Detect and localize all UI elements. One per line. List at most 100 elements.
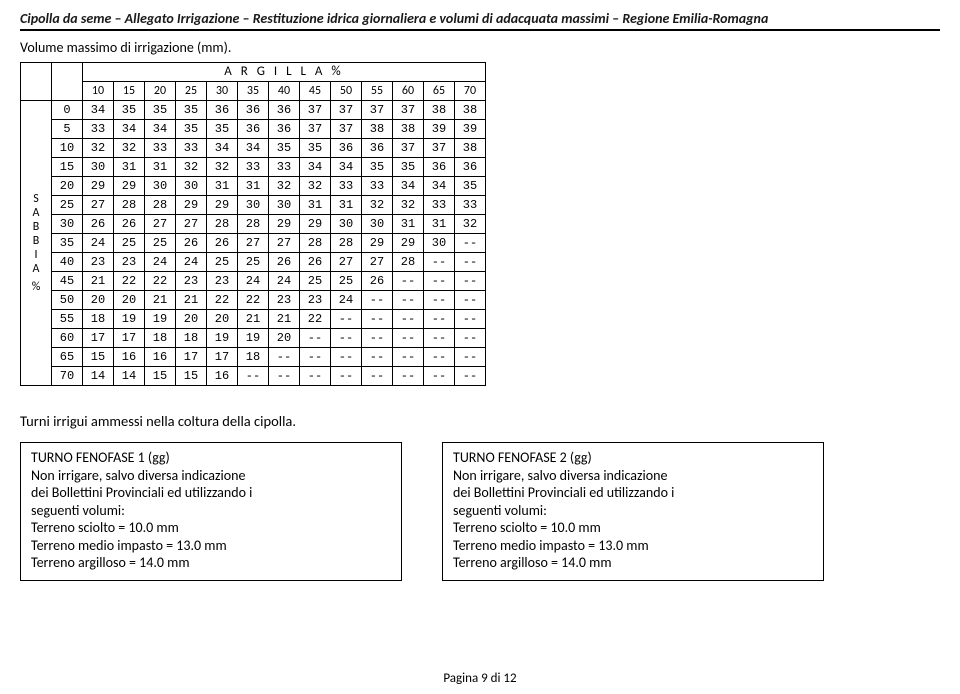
table-cell: 32 — [362, 196, 393, 215]
table-cell: 29 — [269, 215, 300, 234]
box2-line: TURNO FENOFASE 2 (gg) — [453, 449, 813, 467]
table-cell: 33 — [362, 177, 393, 196]
table-cell: -- — [455, 253, 486, 272]
table-cell: 38 — [424, 101, 455, 120]
table-cell: 24 — [331, 291, 362, 310]
table-cell: 31 — [114, 158, 145, 177]
row-header: 65 — [52, 348, 83, 367]
row-header: 70 — [52, 367, 83, 386]
table-cell: -- — [455, 348, 486, 367]
table-cell: 26 — [269, 253, 300, 272]
table-cell: 28 — [207, 215, 238, 234]
table-cell: 37 — [300, 101, 331, 120]
table-cell: 18 — [176, 329, 207, 348]
table-cell: 38 — [393, 120, 424, 139]
table-cell: 15 — [83, 348, 114, 367]
table-cell: 34 — [300, 158, 331, 177]
table-cell: 32 — [207, 158, 238, 177]
table-cell: 28 — [238, 215, 269, 234]
table-cell: -- — [424, 291, 455, 310]
table-cell: 37 — [393, 139, 424, 158]
row-header: 0 — [52, 101, 83, 120]
table-cell: 19 — [238, 329, 269, 348]
table-cell: 15 — [176, 367, 207, 386]
table-cell: 36 — [269, 101, 300, 120]
table-cell: 14 — [114, 367, 145, 386]
table-cell: 30 — [83, 158, 114, 177]
table-cell: 29 — [114, 177, 145, 196]
page-footer: Pagina 9 di 12 — [0, 671, 960, 686]
table-cell: -- — [331, 329, 362, 348]
table-cell: 36 — [238, 101, 269, 120]
table-cell: 33 — [83, 120, 114, 139]
row-header: 10 — [52, 139, 83, 158]
table-cell: 27 — [362, 253, 393, 272]
table-cell: 30 — [424, 234, 455, 253]
table-cell: 32 — [300, 177, 331, 196]
table-cell: 22 — [238, 291, 269, 310]
table-cell: 26 — [114, 215, 145, 234]
table-cell: 30 — [238, 196, 269, 215]
col-header: 40 — [269, 82, 300, 101]
table-cell: 16 — [145, 348, 176, 367]
row-header: 30 — [52, 215, 83, 234]
table-cell: -- — [424, 329, 455, 348]
table-cell: 23 — [114, 253, 145, 272]
table-cell: 29 — [393, 234, 424, 253]
table-cell: 21 — [238, 310, 269, 329]
table-cell: 21 — [176, 291, 207, 310]
row-header: 15 — [52, 158, 83, 177]
row-header: 25 — [52, 196, 83, 215]
table-cell: 19 — [207, 329, 238, 348]
box2-line: Terreno medio impasto = 13.0 mm — [453, 537, 813, 555]
table-cell: -- — [362, 329, 393, 348]
table-cell: -- — [362, 367, 393, 386]
table-cell: 31 — [300, 196, 331, 215]
table-cell: 37 — [331, 120, 362, 139]
table-cell: -- — [455, 329, 486, 348]
table-cell: 18 — [83, 310, 114, 329]
table-cell: 20 — [83, 291, 114, 310]
table-cell: -- — [424, 310, 455, 329]
table-cell: 24 — [145, 253, 176, 272]
table-cell: -- — [362, 348, 393, 367]
table-cell: -- — [362, 310, 393, 329]
table-cell: -- — [331, 348, 362, 367]
table-cell: 18 — [145, 329, 176, 348]
table-cell: 28 — [331, 234, 362, 253]
table-cell: 25 — [238, 253, 269, 272]
table-cell: 25 — [207, 253, 238, 272]
table-cell: 28 — [393, 253, 424, 272]
table-cell: 35 — [455, 177, 486, 196]
col-header: 25 — [176, 82, 207, 101]
table-cell: 32 — [114, 139, 145, 158]
table-cell: 21 — [269, 310, 300, 329]
table-cell: 34 — [331, 158, 362, 177]
table-cell: 38 — [455, 101, 486, 120]
table-cell: 32 — [83, 139, 114, 158]
table-cell: 35 — [176, 120, 207, 139]
page-header: Cipolla da seme – Allegato Irrigazione –… — [20, 10, 940, 31]
table-cell: 37 — [362, 101, 393, 120]
table-cell: 36 — [424, 158, 455, 177]
table-cell: 35 — [114, 101, 145, 120]
table-cell: 24 — [238, 272, 269, 291]
table-cell: -- — [393, 367, 424, 386]
table-cell: 39 — [455, 120, 486, 139]
row-header: 5 — [52, 120, 83, 139]
col-header: 65 — [424, 82, 455, 101]
table-cell: 23 — [83, 253, 114, 272]
table-cell: 33 — [424, 196, 455, 215]
table-cell: 33 — [331, 177, 362, 196]
table-cell: 32 — [176, 158, 207, 177]
col-header: 45 — [300, 82, 331, 101]
table-cell: 23 — [207, 272, 238, 291]
table-cell: 24 — [176, 253, 207, 272]
box1-line: seguenti volumi: — [31, 502, 391, 520]
table-cell: -- — [331, 367, 362, 386]
table-cell: 21 — [145, 291, 176, 310]
argilla-header: A R G I L L A % — [83, 63, 486, 82]
irrigation-table: A R G I L L A %1015202530354045505560657… — [20, 62, 486, 386]
col-header: 20 — [145, 82, 176, 101]
table-cell: -- — [393, 291, 424, 310]
